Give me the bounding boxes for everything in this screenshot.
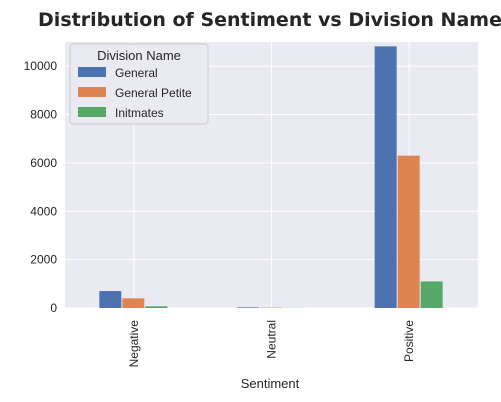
bar-general-negative [99, 291, 122, 308]
legend-swatch [78, 87, 106, 97]
y-tick-label: 2000 [30, 253, 57, 267]
y-tick-label: 8000 [30, 108, 57, 122]
bar-general-petite-positive [397, 155, 420, 308]
legend-label: General Petite [115, 86, 192, 100]
x-axis-ticks: Negative Neutral Positive [127, 320, 416, 368]
legend-swatch [78, 107, 106, 117]
y-tick-label: 0 [50, 301, 57, 315]
bar-general-petite-negative [122, 298, 145, 308]
y-tick-label: 10000 [24, 59, 58, 73]
x-tick-label: Negative [127, 320, 141, 368]
bar-general-positive [374, 46, 397, 309]
x-tick-label: Positive [402, 320, 416, 362]
x-axis-label: Sentiment [241, 376, 300, 391]
bar-initmates-positive [420, 281, 443, 308]
legend-label: Initmates [115, 106, 164, 120]
legend-title: Division Name [97, 48, 181, 63]
x-tick-label: Neutral [265, 320, 279, 359]
y-tick-label: 6000 [30, 156, 57, 170]
legend: Division Name General General Petite Initm… [69, 43, 209, 125]
y-axis-ticks: 0 2000 4000 6000 8000 10000 [24, 59, 58, 315]
bar-general-neutral [237, 307, 259, 308]
chart-title: Distribution of Sentiment vs Division Na… [38, 9, 501, 31]
bar-initmates-negative [145, 306, 168, 308]
bars [99, 46, 443, 309]
y-tick-label: 4000 [30, 204, 57, 218]
legend-box [69, 43, 209, 125]
legend-swatch [78, 67, 106, 77]
legend-label: General [115, 66, 158, 80]
